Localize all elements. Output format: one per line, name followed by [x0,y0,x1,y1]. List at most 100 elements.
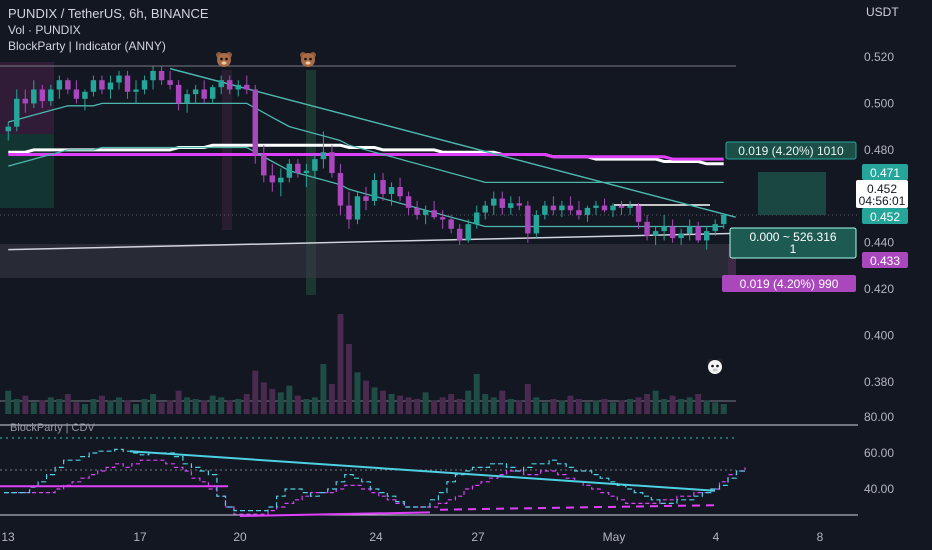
candle-body [371,180,378,201]
candle-body [295,163,301,174]
cdv-low-trendline [439,504,716,511]
volume-bar [13,399,20,414]
volume-bar [516,400,523,414]
candle-body [107,82,114,90]
candle-body [610,205,616,211]
candle [320,131,327,169]
candle [150,66,156,90]
volume-bar [686,397,693,414]
cdv-low-trendline [239,511,431,517]
volume-bar [184,397,191,414]
candle [397,177,403,201]
entry-price-badge: 0.452 [862,208,908,224]
candle [226,75,233,95]
candle-body [533,214,540,234]
candle-body [474,212,480,225]
candle-body [499,198,506,208]
volume-bar [371,387,378,414]
face-head [301,53,315,67]
candle-body [593,205,599,208]
volume-bar [303,399,310,414]
cdv-layer [0,424,858,517]
cdv-tick: 60.00 [864,446,894,460]
candle-body [184,94,190,104]
candle [431,200,437,220]
indicator-line [8,153,724,161]
chart-legend: PUNDIX / TetherUS, 6h, BINANCE Vol · PUN… [8,6,209,54]
sl-price-badge: 0.433 [862,252,908,268]
candle-body [73,89,80,99]
candle-body [695,226,701,241]
candle [141,75,148,95]
candle-body [261,154,267,176]
buy-zone [0,134,54,208]
price-tick: 0.420 [864,282,894,296]
indicator-legend[interactable]: BlockParty | Indicator (ANNY) [8,39,166,53]
candle [559,200,565,218]
candle [48,84,54,106]
volume-bar [720,404,727,414]
candle-body [669,226,676,239]
candle [244,75,250,95]
candle-body [167,80,173,85]
volume-bar [482,394,489,414]
candle [158,66,165,85]
candle [380,173,386,201]
candle-body [644,221,650,236]
volume-bar [294,395,301,414]
symbol-title[interactable]: PUNDIX / TetherUS, 6h, BINANCE [8,6,209,21]
candle [31,80,37,109]
volume-bar [712,402,719,414]
candle [474,205,480,229]
volume-bar [243,394,250,414]
volume-bar [652,390,659,414]
candle [405,191,412,215]
candle-body [678,233,684,239]
volume-bar [354,372,361,414]
chart-background-layer [0,62,858,402]
volume-bar [533,397,540,414]
candle [5,122,11,141]
volume-bar [405,397,412,414]
volume-bar [431,400,438,414]
face-eye [309,57,312,61]
candle-body [482,205,488,213]
candle-body [124,75,131,92]
face-eye [304,57,307,61]
candle-body [567,205,574,211]
volume-bar [558,400,565,414]
candle [133,80,139,104]
face-eye [711,364,714,368]
time-axis: 13 17 20 24 27 May 4 8 [1,530,823,544]
volume-legend[interactable]: Vol · PUNDIX [8,23,81,37]
volume-layer [5,314,727,414]
time-tick: May [603,530,626,544]
cdv-trendline [129,450,716,492]
rr-info-box-text: 1 [790,242,797,256]
sl-info-box-text: 0.019 (4.20%) 990 [740,277,839,291]
face-head [708,360,722,374]
candle [618,200,625,215]
candle [644,214,650,241]
candle [218,75,224,95]
candle-body [431,210,437,218]
candle-body [601,205,608,211]
candle [601,198,608,213]
volume-bar [167,400,174,414]
volume-bar [439,397,446,414]
volume-bar [592,400,599,414]
candle [576,200,582,220]
volume-bar [5,390,12,414]
candle-body [65,80,71,90]
candle-body [363,196,369,201]
cdv-legend[interactable]: BlockParty | CDV [10,422,95,434]
volume-bar [218,397,225,414]
candle [329,145,335,178]
candle [721,214,727,229]
candle-body [380,180,386,194]
volume-bar [567,395,574,414]
price-tick: 0.380 [864,375,894,389]
cdv-tick: 80.00 [864,410,894,424]
